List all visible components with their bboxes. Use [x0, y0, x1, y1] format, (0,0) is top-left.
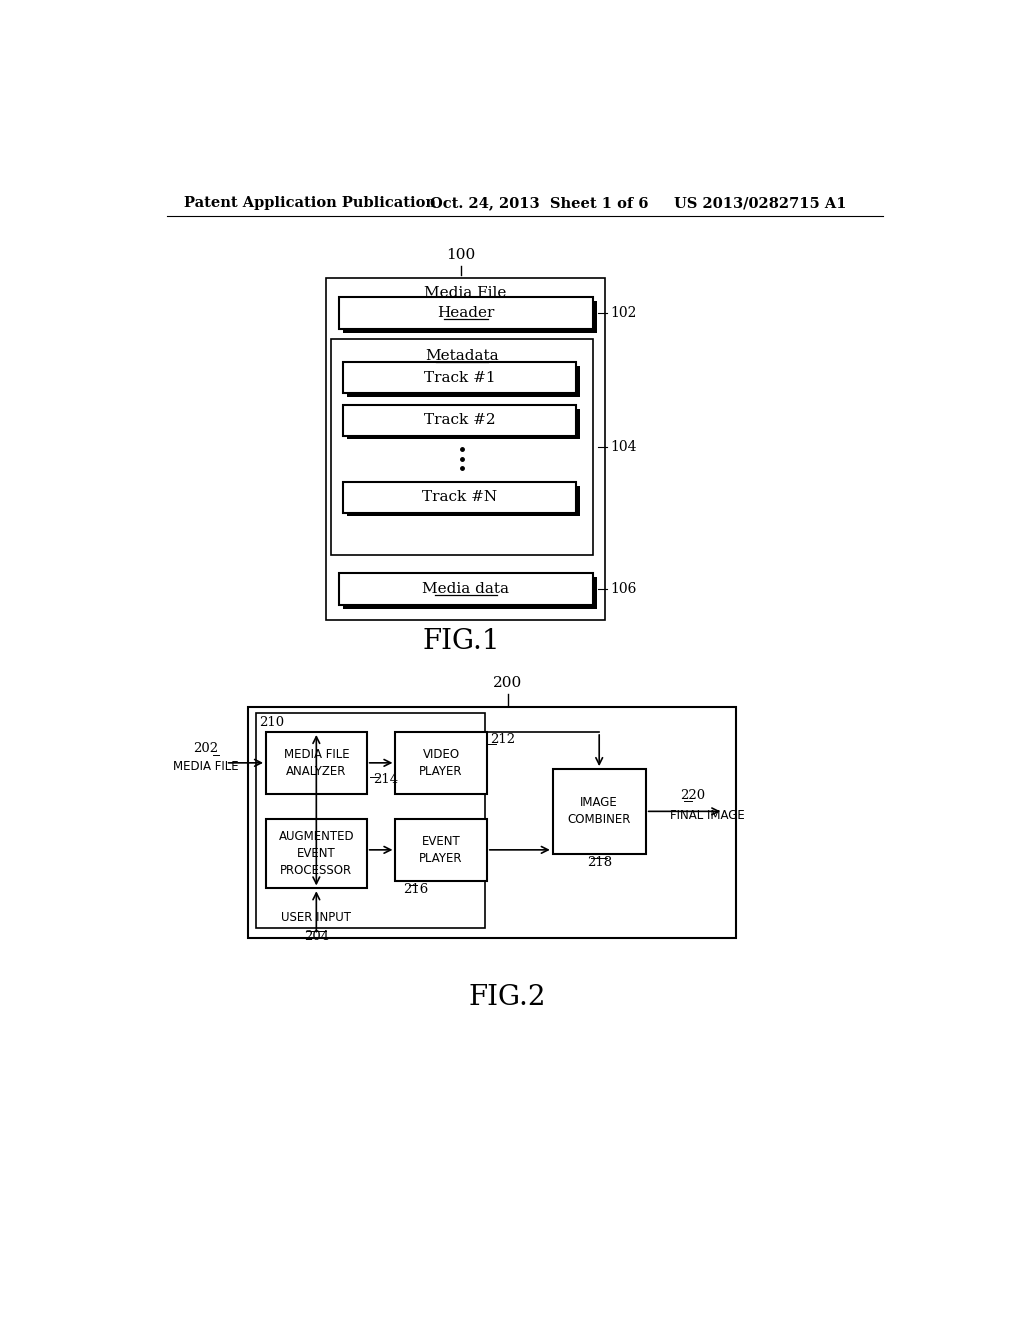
Text: 212: 212	[489, 733, 515, 746]
Bar	[326, 277, 604, 620]
Text: 104: 104	[610, 440, 637, 454]
Text: EVENT
PLAYER: EVENT PLAYER	[420, 834, 463, 865]
Text: Track #N: Track #N	[422, 490, 498, 504]
Text: 106: 106	[610, 582, 637, 595]
Text: VIDEO
PLAYER: VIDEO PLAYER	[420, 748, 463, 777]
Text: AUGMENTED
EVENT
PROCESSOR: AUGMENTED EVENT PROCESSOR	[279, 830, 354, 878]
Bar	[331, 339, 593, 554]
Text: FIG.2: FIG.2	[469, 985, 547, 1011]
Text: Oct. 24, 2013  Sheet 1 of 6: Oct. 24, 2013 Sheet 1 of 6	[430, 197, 649, 210]
Text: US 2013/0282715 A1: US 2013/0282715 A1	[675, 197, 847, 210]
Bar	[347, 367, 580, 397]
Text: Header: Header	[437, 306, 495, 321]
Text: 202: 202	[193, 742, 218, 755]
Bar	[395, 818, 486, 880]
Text: FINAL IMAGE: FINAL IMAGE	[671, 809, 745, 822]
Text: MEDIA FILE: MEDIA FILE	[173, 760, 239, 774]
Bar	[343, 405, 575, 436]
Text: Media File: Media File	[424, 286, 506, 300]
Text: MEDIA FILE
ANALYZER: MEDIA FILE ANALYZER	[284, 748, 349, 777]
Bar	[395, 733, 486, 793]
Text: Metadata: Metadata	[425, 350, 499, 363]
Bar	[343, 363, 575, 393]
Text: 200: 200	[494, 676, 522, 689]
Bar	[266, 733, 367, 793]
Bar	[343, 577, 597, 609]
Bar	[347, 409, 580, 440]
Text: FIG.1: FIG.1	[423, 628, 500, 656]
Bar	[343, 301, 597, 333]
Text: Track #1: Track #1	[424, 371, 496, 385]
Text: Patent Application Publication: Patent Application Publication	[183, 197, 436, 210]
Bar	[347, 486, 580, 516]
Text: 220: 220	[680, 789, 705, 803]
Bar	[339, 573, 593, 605]
Text: 210: 210	[259, 715, 284, 729]
Bar	[343, 482, 575, 512]
Text: 102: 102	[610, 306, 637, 321]
Bar	[256, 713, 484, 928]
Text: 214: 214	[373, 774, 398, 785]
Text: IMAGE
COMBINER: IMAGE COMBINER	[567, 796, 631, 826]
Bar	[553, 770, 646, 854]
Text: Media data: Media data	[423, 582, 509, 595]
Text: Track #2: Track #2	[424, 413, 496, 428]
Bar	[248, 706, 736, 937]
Text: 216: 216	[403, 883, 428, 896]
Bar	[266, 818, 367, 888]
Bar	[339, 297, 593, 330]
Text: USER INPUT: USER INPUT	[282, 911, 351, 924]
Text: 100: 100	[446, 248, 476, 263]
Text: 218: 218	[587, 857, 611, 870]
Text: 204: 204	[304, 929, 329, 942]
